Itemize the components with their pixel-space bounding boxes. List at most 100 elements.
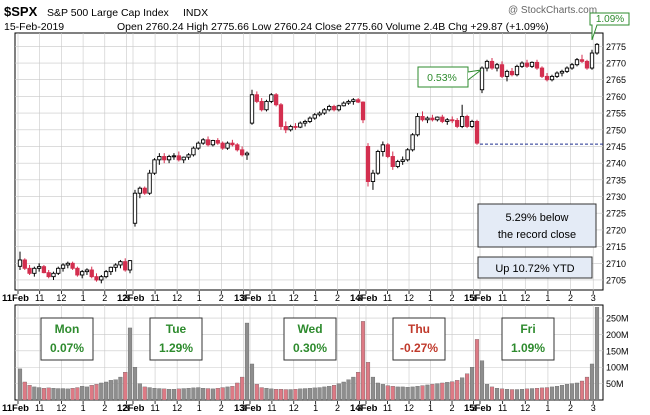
bottom-hour-label: 12 [404,403,414,413]
candles [17,43,600,284]
candle [589,49,595,70]
candle-body [410,134,415,151]
volume-bar [375,382,380,401]
top-hour-label: 3 [241,293,246,303]
volume-tick-label: 100M [606,363,629,373]
volume-bar [574,382,580,401]
candle-body [113,264,118,268]
candle [51,271,56,280]
volume-bar [380,384,385,401]
candle [36,263,42,272]
candle-body [365,146,371,182]
candle [455,118,460,129]
volume-bar [460,377,465,401]
quote-date: 15-Feb-2019 [4,21,64,33]
candle-body [445,119,450,122]
volume-bar [539,387,545,401]
bottom-hour-label: 1 [428,403,433,413]
candle [331,104,337,112]
volume-bar [322,386,327,401]
candle-body [539,67,545,77]
candle-body [317,112,322,116]
candle [298,121,303,129]
candle-body [499,64,505,77]
volume-value: 2.4B [424,21,446,33]
candle-body [259,100,264,111]
candle-body [70,262,75,269]
candle [283,121,288,134]
open-value: 2760.24 [146,21,184,33]
low-value: 2760.24 [274,21,312,33]
candle [327,104,332,112]
candle [594,43,600,55]
day-summary-boxes: Mon 0.07% Tue 1.29% Wed 0.30% Thu -0.27% Fri 1.09… [40,317,555,361]
candle-body [390,156,395,167]
top-hour-label: 12 [289,293,299,303]
volume-bar [514,389,520,401]
volume-bar [137,383,142,401]
day-pct: 0.07% [50,341,84,355]
volume-bar [225,386,230,401]
candle-body [484,60,490,69]
candle [46,269,51,279]
volume-bar [400,386,405,401]
bottom-hour-label: 3 [241,403,246,413]
candle-body [395,161,400,167]
candle [351,98,356,105]
volume-bar [201,388,206,401]
volume-bar [370,376,376,401]
top-hour-label: 3 [471,293,476,303]
candle-body [346,100,351,104]
bottom-hour-label: 2 [219,403,224,413]
candle-body [283,126,288,131]
candle-body [380,144,386,152]
day-name: Wed [297,322,322,336]
volume-bar [559,385,565,401]
candle-body [370,172,376,182]
volume-bar [123,372,128,401]
day-name: Fri [520,322,535,336]
candle-body [524,62,530,67]
candle-body [450,119,455,122]
price-axis: 2705 2710 2715 2720 2725 2730 2735 2740 2745 2750… [606,42,626,286]
candle [127,259,133,274]
candle [474,119,480,145]
candle-body [529,61,535,67]
bottom-day-label: 15Feb [464,403,492,414]
volume-bar [356,372,361,401]
top-hour-label: 2 [450,293,455,303]
day-pct: 0.30% [293,341,327,355]
top-hour-label: 1 [545,293,550,303]
volume-bar [455,380,460,401]
candle [215,138,220,145]
volume-bar [298,388,303,401]
volume-bar [152,388,157,401]
candle [132,189,138,227]
candle-body [554,72,560,77]
quote-line: Open 2760.24 High 2775.66 Low 2760.24 Cl… [117,21,549,33]
volume-bar [46,387,51,401]
candle [41,264,47,274]
price-panel [14,32,604,291]
candle-body [589,52,595,69]
volume-bar [331,385,337,401]
volume-bar [99,382,104,401]
volume-bar [405,387,410,401]
price-tick-label: 2720 [606,225,626,235]
candle [239,146,245,157]
candle [549,74,555,82]
candle [235,143,240,152]
candle-body [494,64,500,69]
candle [103,269,109,279]
candle [152,158,157,175]
candle-body [336,105,342,111]
candle-body [147,172,152,194]
volume-bar [235,382,240,401]
candle-body [375,151,381,174]
candle-body [278,104,284,127]
candle-body [519,62,525,67]
candle-body [17,259,23,267]
candle [514,64,520,77]
candle [70,261,75,270]
record-note: 5.29% below the record close [477,203,597,248]
